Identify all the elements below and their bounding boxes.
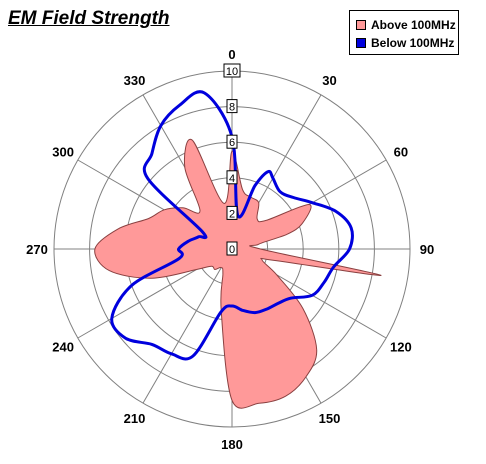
legend-swatch-above: [356, 20, 366, 30]
radial-tick-box: [226, 99, 238, 114]
radial-tick-label: 0: [229, 244, 235, 256]
angle-tick-label: 90: [420, 242, 434, 257]
radial-tick-label: 4: [229, 173, 235, 185]
angle-tick-label: 270: [26, 242, 48, 257]
legend: Above 100MHz Below 100MHz: [349, 10, 459, 55]
angle-tick-label: 300: [52, 145, 74, 160]
legend-label-above: Above 100MHz: [371, 18, 456, 32]
angle-tick-label: 330: [124, 73, 146, 88]
legend-label-below: Below 100MHz: [371, 36, 455, 50]
legend-entry-above: Above 100MHz: [356, 16, 458, 34]
radial-tick-label: 8: [229, 102, 235, 114]
radial-tick-label: 2: [229, 208, 235, 220]
angle-tick-label: 240: [52, 340, 74, 355]
legend-entry-below: Below 100MHz: [356, 34, 458, 52]
series-above-100mhz-area: [94, 138, 382, 409]
radial-tick-box: [226, 170, 238, 185]
radial-tick-box: [226, 134, 238, 149]
radial-tick-box: [223, 63, 241, 78]
legend-swatch-below: [356, 38, 366, 48]
radial-tick-label: 10: [226, 66, 238, 78]
angle-tick-label: 180: [221, 437, 243, 452]
chart-title: EM Field Strength: [8, 8, 170, 29]
radial-tick-box: [226, 205, 238, 220]
angle-tick-label: 150: [319, 411, 341, 426]
radial-tick-label: 6: [229, 137, 235, 149]
angle-tick-label: 30: [322, 73, 336, 88]
angle-tick-label: 120: [390, 340, 412, 355]
angle-tick-label: 0: [228, 47, 235, 62]
angle-tick-label: 210: [124, 411, 146, 426]
grid-spoke: [142, 248, 233, 404]
angle-tick-label: 60: [394, 145, 408, 160]
radial-tick-box: [226, 241, 238, 256]
series-below-points: [111, 92, 352, 357]
series-above-points: [94, 140, 382, 404]
